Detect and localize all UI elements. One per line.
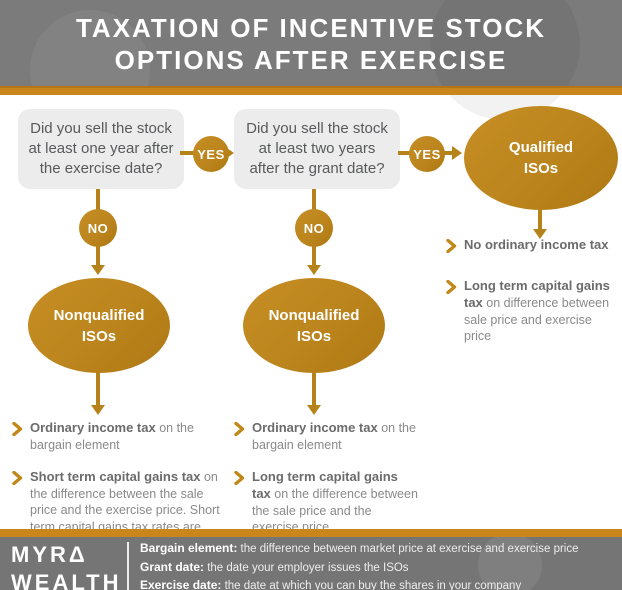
outcome-rest-text: on the bargain element xyxy=(252,421,416,452)
chevron-bullet-icon xyxy=(234,422,245,436)
connector-ellipse2-outcomes xyxy=(312,372,316,406)
definitions-list: Bargain element: the difference between … xyxy=(140,540,579,590)
gold-accent-bar-top xyxy=(0,86,622,95)
outcome-text: Ordinary income tax on the bargain eleme… xyxy=(30,420,230,453)
outcome-text: Long term capital gains tax on the diffe… xyxy=(252,469,420,535)
qualified-isos-node: Qualified ISOs xyxy=(464,106,618,210)
outcome-rest-text: on the bargain element xyxy=(30,421,194,452)
header-bg-decoration xyxy=(430,0,580,120)
page-title: TAXATION OF INCENTIVE STOCK OPTIONS AFTE… xyxy=(0,12,622,76)
arrow-down-icon xyxy=(91,265,105,275)
chevron-bullet-icon xyxy=(446,279,457,294)
header: TAXATION OF INCENTIVE STOCK OPTIONS AFTE… xyxy=(0,0,622,130)
outcome-rest-text: on the difference between the sale price… xyxy=(252,487,418,535)
outcome-text: Ordinary income tax on the bargain eleme… xyxy=(252,420,420,453)
nonqualified-isos-node-1: Nonqualified ISOs xyxy=(28,278,170,373)
gold-accent-bar-bottom xyxy=(0,529,622,537)
footer: MYRΔ WEALTH Bargain element: the differe… xyxy=(0,537,622,590)
chevron-bullet-icon xyxy=(12,422,23,436)
outcomes-right-column: No ordinary income tax Long term capital… xyxy=(446,237,622,344)
connector-no2-ellipse xyxy=(312,246,316,266)
logo-line1: MYRΔ xyxy=(11,542,88,567)
arrow-right-icon xyxy=(452,146,462,160)
question-text: Did you sell the stock at least two year… xyxy=(246,120,388,177)
outcome-bold-text: Ordinary income tax xyxy=(252,420,378,435)
outcome-item: No ordinary income tax xyxy=(446,237,622,254)
definition-text: the date at which you can buy the shares… xyxy=(221,580,522,590)
footer-divider xyxy=(127,542,129,590)
question-box-one-year: Did you sell the stock at least one year… xyxy=(18,109,184,189)
outcome-item: Ordinary income tax on the bargain eleme… xyxy=(12,420,230,453)
no-badge-1: NO xyxy=(79,209,117,247)
nonqualified-isos-node-2: Nonqualified ISOs xyxy=(243,278,385,373)
arrow-down-icon xyxy=(533,229,547,239)
footer-bg-decoration xyxy=(478,537,542,590)
arrow-down-icon xyxy=(91,405,105,415)
outcome-rest-text: on difference between sale price and exe… xyxy=(464,295,610,343)
outcome-item: Long term capital gains tax on differenc… xyxy=(446,278,622,344)
definition-item: Exercise date: the date at which you can… xyxy=(140,577,579,590)
chevron-bullet-icon xyxy=(446,239,457,253)
connector-q1-no xyxy=(96,189,100,211)
connector-q2-no xyxy=(312,189,316,211)
yes-badge-1: YES xyxy=(193,136,229,172)
outcome-text: Long term capital gains tax on differenc… xyxy=(464,278,622,344)
chevron-bullet-icon xyxy=(12,471,23,486)
outcomes-middle-column: Ordinary income tax on the bargain eleme… xyxy=(234,420,420,535)
outcome-item: Long term capital gains tax on the diffe… xyxy=(234,469,420,535)
outcome-bold-text: Long term capital gains tax xyxy=(464,277,610,310)
outcome-bold-text: Short term capital gains tax xyxy=(30,469,201,485)
definition-term: Bargain element: xyxy=(140,541,238,555)
outcome-bold-text: Long term capital gains tax xyxy=(252,469,398,502)
chevron-bullet-icon xyxy=(234,471,245,486)
question-text: Did you sell the stock at least one year… xyxy=(28,120,174,177)
question-box-two-years: Did you sell the stock at least two year… xyxy=(234,109,400,189)
outcome-bold-text: No ordinary income tax xyxy=(464,237,609,252)
outcome-item: Ordinary income tax on the bargain eleme… xyxy=(234,420,420,453)
page-title-line2: OPTIONS AFTER EXERCISE xyxy=(114,45,508,75)
definition-text: the date your employer issues the ISOs xyxy=(204,561,409,574)
no-badge-2: NO xyxy=(295,209,333,247)
logo-line2: WEALTH xyxy=(11,570,122,590)
definition-item: Grant date: the date your employer issue… xyxy=(140,559,579,578)
arrow-right-icon xyxy=(224,146,234,160)
outcome-text: No ordinary income tax xyxy=(464,237,608,254)
connector-ellipse1-outcomes xyxy=(96,372,100,406)
connector-no1-ellipse xyxy=(96,246,100,266)
definition-item: Bargain element: the difference between … xyxy=(140,540,579,559)
arrow-down-icon xyxy=(307,265,321,275)
definition-text: the difference between market price at e… xyxy=(237,543,579,555)
page-title-line1: TAXATION OF INCENTIVE STOCK xyxy=(75,13,546,43)
definition-term: Exercise date: xyxy=(140,578,222,590)
arrow-down-icon xyxy=(307,405,321,415)
definition-term: Grant date: xyxy=(140,559,205,574)
outcome-bold-text: Ordinary income tax xyxy=(30,420,156,435)
myra-wealth-logo: MYRΔ WEALTH xyxy=(11,543,121,590)
connector-qualified-outcomes xyxy=(538,208,542,230)
yes-badge-2: YES xyxy=(409,136,445,172)
